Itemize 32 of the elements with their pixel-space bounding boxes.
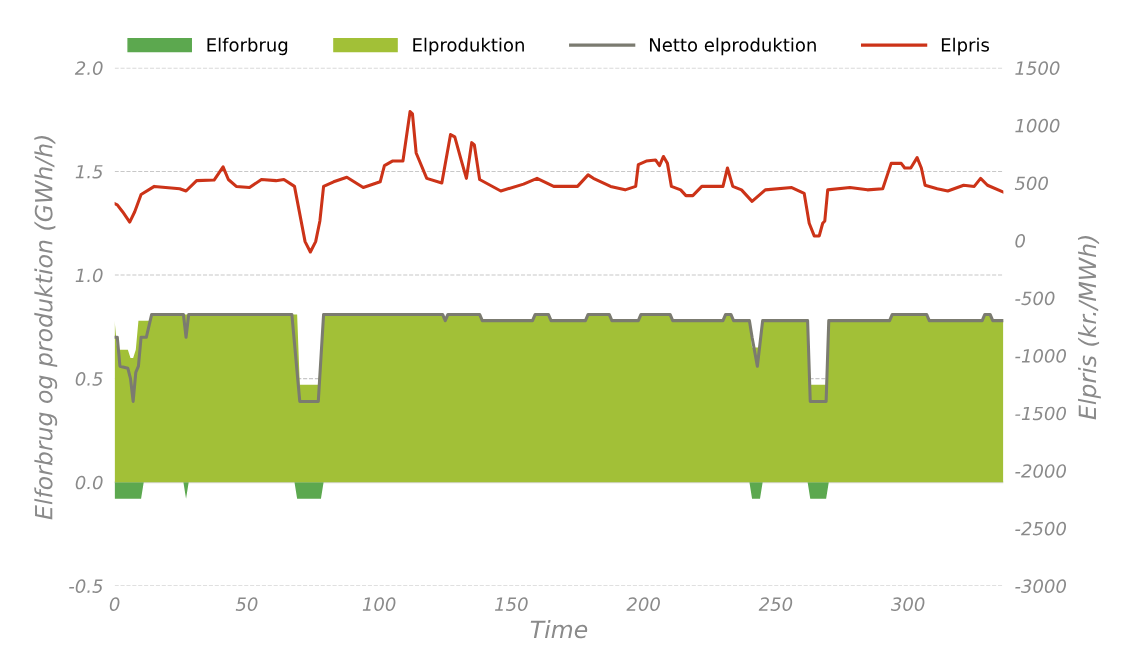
y2-tick-label: -3000: [1015, 579, 1067, 593]
x-tick-label: 250: [758, 597, 793, 611]
y-tick-label: 1.0: [75, 268, 103, 283]
x-tick-label: 150: [495, 597, 528, 611]
legend-label: Elforbrug: [207, 37, 288, 56]
line-series: [114, 110, 1004, 254]
y-tick-label: -0.5: [69, 579, 103, 593]
legend-label: Elproduktion: [413, 37, 524, 56]
y2-tick-label: 500: [1014, 176, 1049, 191]
y2-tick-label: -2500: [1015, 521, 1067, 536]
y2-tick-label: 1500: [1015, 61, 1060, 75]
y2-axis-title: Elpris (kr./MWh): [1078, 236, 1101, 420]
y-tick-label: 2.0: [74, 61, 103, 75]
y2-tick-label: -500: [1015, 291, 1055, 306]
y2-tick-label: 1000: [1015, 118, 1060, 133]
line-series: [114, 312, 1004, 403]
x-axis-title: Time: [530, 620, 588, 639]
x-tick-label: 300: [890, 597, 925, 611]
y2-tick-label: 0: [1015, 233, 1026, 248]
y-axis-title: Elforbrug og produktion (GWh/h): [34, 136, 58, 520]
x-tick-label: 100: [362, 597, 396, 611]
x-tick-label: 0: [109, 597, 120, 611]
y-tick-label: 0.5: [75, 372, 103, 386]
y-tick-label: 0.0: [75, 475, 103, 490]
legend-label: Netto elproduktion: [649, 37, 816, 56]
y2-tick-label: -1500: [1015, 406, 1067, 421]
x-tick-label: 200: [626, 597, 660, 611]
y-tick-label: 1.5: [75, 165, 103, 179]
x-tick-label: 50: [235, 597, 258, 611]
legend-label: Elpris: [941, 37, 990, 56]
y2-tick-label: -1000: [1015, 349, 1067, 363]
y2-tick-label: -2000: [1015, 464, 1067, 478]
